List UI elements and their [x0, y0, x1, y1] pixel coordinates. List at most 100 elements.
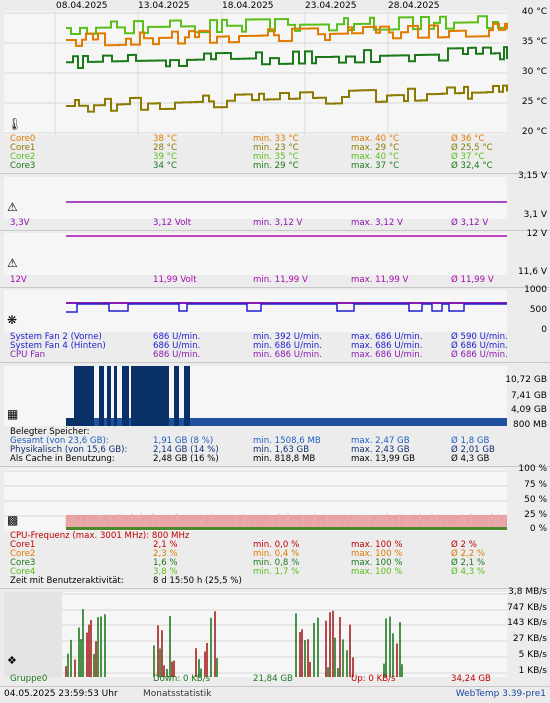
mem-row: Gesamt (von 23,6 GB): 1,91 GB (8 %) min. 1…: [10, 436, 490, 446]
net-axis-label: 747 KB/s: [507, 603, 547, 613]
v12-axis-label: 11,6 V: [517, 267, 547, 277]
date-label: 23.04.2025: [305, 1, 357, 11]
memory-usage-bar: [90, 366, 94, 426]
cpu-axis-label: 0 %: [529, 524, 547, 534]
timestamp: 04.05.2025 23:59:53 Uhr: [4, 689, 118, 699]
monthly-stats-link[interactable]: Monatsstatistik: [143, 689, 212, 699]
fan-row: System Fan 2 (Vorne) 686 U/min. min. 392 U…: [10, 332, 508, 342]
cpu-axis-label: 25 %: [524, 510, 547, 520]
memory-usage-bar: [184, 366, 190, 426]
temp-axis-label: 25 °C: [521, 97, 547, 107]
memory-chip-icon: ▦: [7, 407, 19, 421]
temp-row-core1: Core1 28 °C min. 23 °C max. 29 °C Ø 25,5 °C: [10, 143, 493, 153]
section-divider: [0, 466, 550, 467]
fan-axis-label: 500: [529, 305, 547, 315]
temp-row-core2: Core2 39 °C min. 35 °C max. 40 °C Ø 37 °C: [10, 152, 485, 162]
activity-row: Zeit mit Benutzeraktivität: 8 d 15:50 h (…: [10, 576, 242, 586]
cpu-plot: [4, 469, 507, 531]
cpu-frequency: CPU-Frequenz (max. 3001 MHz): 800 MHz: [10, 531, 190, 541]
fan-icon: ❋: [7, 313, 18, 327]
net-axis-label: 1 KB/s: [518, 666, 547, 676]
mem-title: Belegter Speicher:: [10, 427, 90, 437]
mem-axis-label: 4,09 GB: [510, 405, 547, 415]
temp-axis-label: 40 °C: [521, 7, 547, 17]
memory-baseline-area: [66, 418, 507, 426]
voltage-12v-plot: [4, 233, 507, 275]
temp-row-core0: Core0 38 °C min. 33 °C max. 40 °C Ø 36 °C: [10, 134, 485, 144]
temp-row-core3: Core3 34 °C min. 29 °C max. 37 °C Ø 32,4 °C: [10, 161, 493, 171]
net-axis-label: 143 KB/s: [507, 618, 547, 628]
mem-axis-label: 800 MB: [513, 420, 547, 430]
cpu-axis-label: 75 %: [524, 480, 547, 490]
mem-axis-label: 10,72 GB: [505, 375, 547, 385]
temperature-chart: [4, 11, 508, 135]
memory-usage-bar: [74, 366, 90, 426]
memory-usage-bar: [66, 418, 86, 426]
section-divider: [0, 588, 550, 589]
temp-axis-label: 35 °C: [521, 37, 547, 47]
version-link[interactable]: WebTemp 3.39-pre1: [455, 689, 546, 699]
fan-axis-label: 1000: [524, 285, 547, 295]
memory-plot: [4, 366, 507, 426]
network-icon: ❖: [7, 654, 17, 667]
memory-chart: [66, 366, 507, 426]
net-axis-label: 5 KB/s: [518, 650, 547, 660]
net-axis-label: 27 KB/s: [512, 634, 547, 644]
memory-usage-bar: [131, 366, 169, 426]
section-divider: [0, 362, 550, 363]
cpu-row: Core4 3,8 % min. 1,7 % max. 100 % Ø 4,3 %: [10, 567, 486, 577]
date-label: 18.04.2025: [222, 1, 274, 11]
memory-usage-bar: [114, 366, 117, 426]
cpu-core-bar: [66, 527, 507, 530]
voltage-icon: ⚠: [7, 200, 18, 214]
temperature-series-line: [66, 84, 508, 113]
fan-row: CPU Fan 686 U/min. min. 686 U/min. max. 686…: [10, 350, 508, 360]
temp-axis-label: 20 °C: [521, 127, 547, 137]
temperature-series-line: [66, 22, 508, 47]
section-divider: [0, 287, 550, 288]
mem-row: Als Cache in Benutzung: 2,48 GB (16 %) min…: [10, 454, 490, 464]
system-fan-line: [66, 303, 507, 313]
voltage-12v-chart: [66, 235, 507, 237]
memory-usage-bar: [122, 366, 129, 426]
cpu-load-area: [66, 515, 507, 527]
net-axis-label: 3,8 MB/s: [508, 587, 547, 597]
cpu-row: Core3 1,6 % min. 0,8 % max. 100 % Ø 2,1 %: [10, 558, 486, 568]
voltage-3v3-chart: [66, 201, 507, 203]
section-divider: [0, 173, 550, 174]
section-divider: [0, 686, 550, 687]
v12-axis-label: 12 V: [526, 229, 547, 239]
v33-axis-label: 3,1 V: [523, 210, 547, 220]
cpu-axis-label: 100 %: [518, 464, 547, 474]
voltage-3v3-plot: [4, 177, 507, 219]
cpu-chart: [4, 470, 507, 530]
fan-chart: [66, 302, 507, 313]
network-idle-area: [4, 592, 62, 677]
temperature-plot: [4, 11, 508, 135]
temperature-series-line: [66, 46, 508, 70]
fan-axis-label: 0: [541, 325, 547, 335]
memory-usage-bar: [174, 366, 179, 426]
thermometer-icon: 🌡: [7, 117, 23, 131]
net-row: Gruppe0 Down: 0 KB/s 21,84 GB Up: 0 KB/s…: [10, 674, 491, 684]
memory-usage-bar: [99, 366, 104, 426]
mem-axis-label: 7,41 GB: [510, 391, 547, 401]
date-label: 28.04.2025: [388, 1, 440, 11]
fan-plot: [4, 290, 507, 332]
voltage-icon: ⚠: [7, 256, 18, 270]
temperature-series-line: [66, 15, 508, 35]
date-label: 13.04.2025: [138, 1, 190, 11]
network-chart: [4, 592, 507, 677]
section-divider: [0, 230, 550, 231]
memory-usage-bar: [107, 366, 111, 426]
fan-row: System Fan 4 (Hinten) 686 U/min. min. 686 …: [10, 341, 508, 351]
temp-axis-label: 30 °C: [521, 67, 547, 77]
v33-axis-label: 3,15 V: [517, 171, 547, 181]
cpu-row: Core2 2,3 % min. 0,4 % max. 100 % Ø 2,2 %: [10, 549, 486, 559]
cpu-axis-label: 50 %: [524, 495, 547, 505]
mem-row: Physikalisch (von 15,6 GB): 2,14 GB (14 %…: [10, 445, 495, 455]
cpu-chip-icon: ▩: [7, 513, 19, 527]
